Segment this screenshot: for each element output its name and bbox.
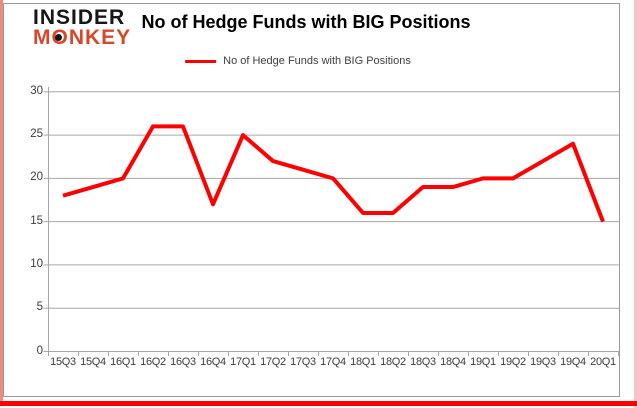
- y-axis-tick-label: 5: [36, 301, 43, 314]
- monkey-eye-dot-icon: [55, 34, 62, 41]
- x-axis-tick-label: 19Q2: [500, 356, 526, 368]
- content-border: [3, 3, 620, 397]
- logo-line-monkey: MONKEY: [33, 25, 132, 49]
- x-axis-tick-label: 15Q4: [80, 356, 106, 368]
- x-axis-tick-label: 18Q1: [350, 356, 376, 368]
- frame-right-band: [634, 0, 637, 408]
- x-axis-tick-label: 19Q3: [530, 356, 556, 368]
- legend-line-swatch: [185, 59, 217, 63]
- logo-line-insider: INSIDER: [33, 6, 126, 29]
- chart-legend: No of Hedge Funds with BIG Positions: [185, 55, 411, 67]
- x-axis-tick-label: 17Q1: [230, 356, 256, 368]
- insider-monkey-logo: INSIDER MONKEY: [33, 6, 132, 49]
- x-axis-tick-label: 19Q1: [470, 356, 496, 368]
- chart-title: No of Hedge Funds with BIG Positions: [141, 12, 471, 32]
- y-axis-tick-label: 0: [36, 344, 43, 357]
- x-axis-tick-label: 16Q2: [140, 356, 166, 368]
- x-axis-tick-label: 16Q4: [200, 356, 226, 368]
- x-axis-tick-label: 18Q3: [410, 356, 436, 368]
- series-line: [62, 124, 605, 223]
- x-axis-tick-label: 17Q4: [320, 356, 346, 368]
- y-axis-tick-label: 10: [30, 257, 43, 270]
- x-axis-tick-label: 18Q4: [440, 356, 466, 368]
- y-axis-tick-label: 20: [30, 171, 43, 184]
- x-axis-tick-label: 20Q1: [590, 356, 616, 368]
- x-axis-tick-label: 18Q2: [380, 356, 406, 368]
- x-axis-tick-label: 16Q1: [110, 356, 136, 368]
- x-axis-tick-label: 17Q3: [290, 356, 316, 368]
- x-axis-tick-label: 19Q4: [560, 356, 586, 368]
- frame-left-band: [0, 0, 3, 403]
- legend-label: No of Hedge Funds with BIG Positions: [223, 55, 411, 67]
- x-axis-tick-label: 16Q3: [170, 356, 196, 368]
- x-axis-tick-label: 15Q3: [50, 356, 76, 368]
- y-axis-tick-label: 15: [30, 214, 43, 227]
- x-axis-tick-label: 17Q2: [260, 356, 286, 368]
- y-axis-tick-label: 25: [30, 128, 43, 141]
- frame-bottom-band: [0, 401, 637, 406]
- y-axis-tick-label: 30: [30, 84, 43, 97]
